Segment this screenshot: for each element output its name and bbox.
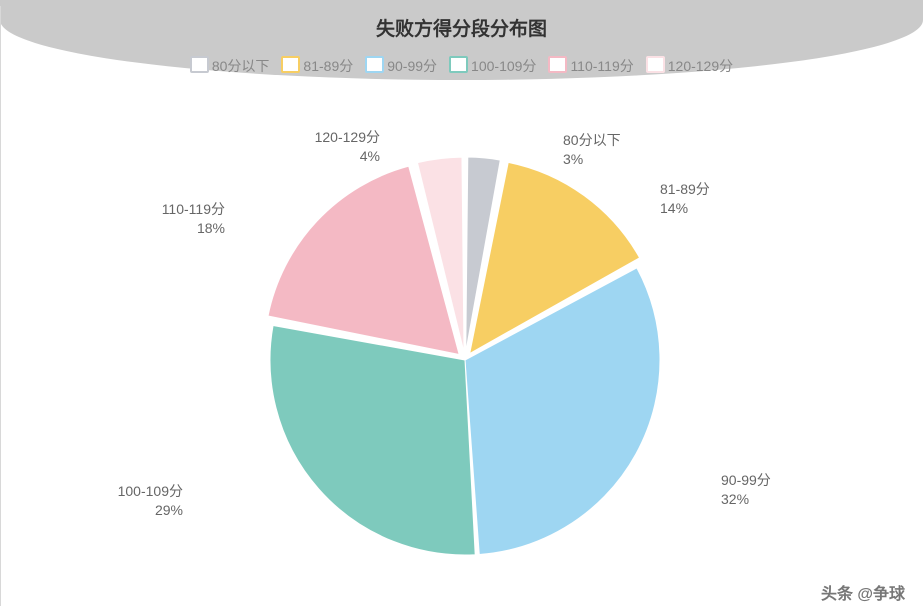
legend-swatch <box>190 56 209 73</box>
legend-swatch <box>646 56 665 73</box>
slice-label: 120-129分4% <box>315 128 380 166</box>
legend-swatch <box>365 56 384 73</box>
slice-label: 90-99分32% <box>721 471 771 509</box>
slice-label: 81-89分14% <box>660 180 710 218</box>
pie-slice[interactable] <box>270 325 475 555</box>
chart-container: 失败方得分段分布图 80分以下 81-89分 90-99分 100-109分 110-1… <box>0 0 923 612</box>
legend-item[interactable]: 80分以下 <box>190 56 270 76</box>
slice-label: 100-109分29% <box>118 482 183 520</box>
legend-item[interactable]: 81-89分 <box>281 56 353 76</box>
watermark: 头条 @争球 <box>821 580 905 604</box>
left-rule <box>0 6 1 606</box>
legend-swatch <box>281 56 300 73</box>
legend-item[interactable]: 110-119分 <box>548 56 633 76</box>
slice-label: 80分以下3% <box>563 131 621 169</box>
chart-title: 失败方得分段分布图 <box>0 14 923 41</box>
legend: 80分以下 81-89分 90-99分 100-109分 110-119分 120-129… <box>0 56 923 76</box>
legend-item[interactable]: 120-129分 <box>646 56 733 76</box>
legend-swatch <box>449 56 468 73</box>
slice-label: 110-119分18% <box>162 200 225 238</box>
legend-swatch <box>548 56 567 73</box>
legend-item[interactable]: 100-109分 <box>449 56 536 76</box>
pie-chart <box>256 151 674 569</box>
legend-item[interactable]: 90-99分 <box>365 56 437 76</box>
